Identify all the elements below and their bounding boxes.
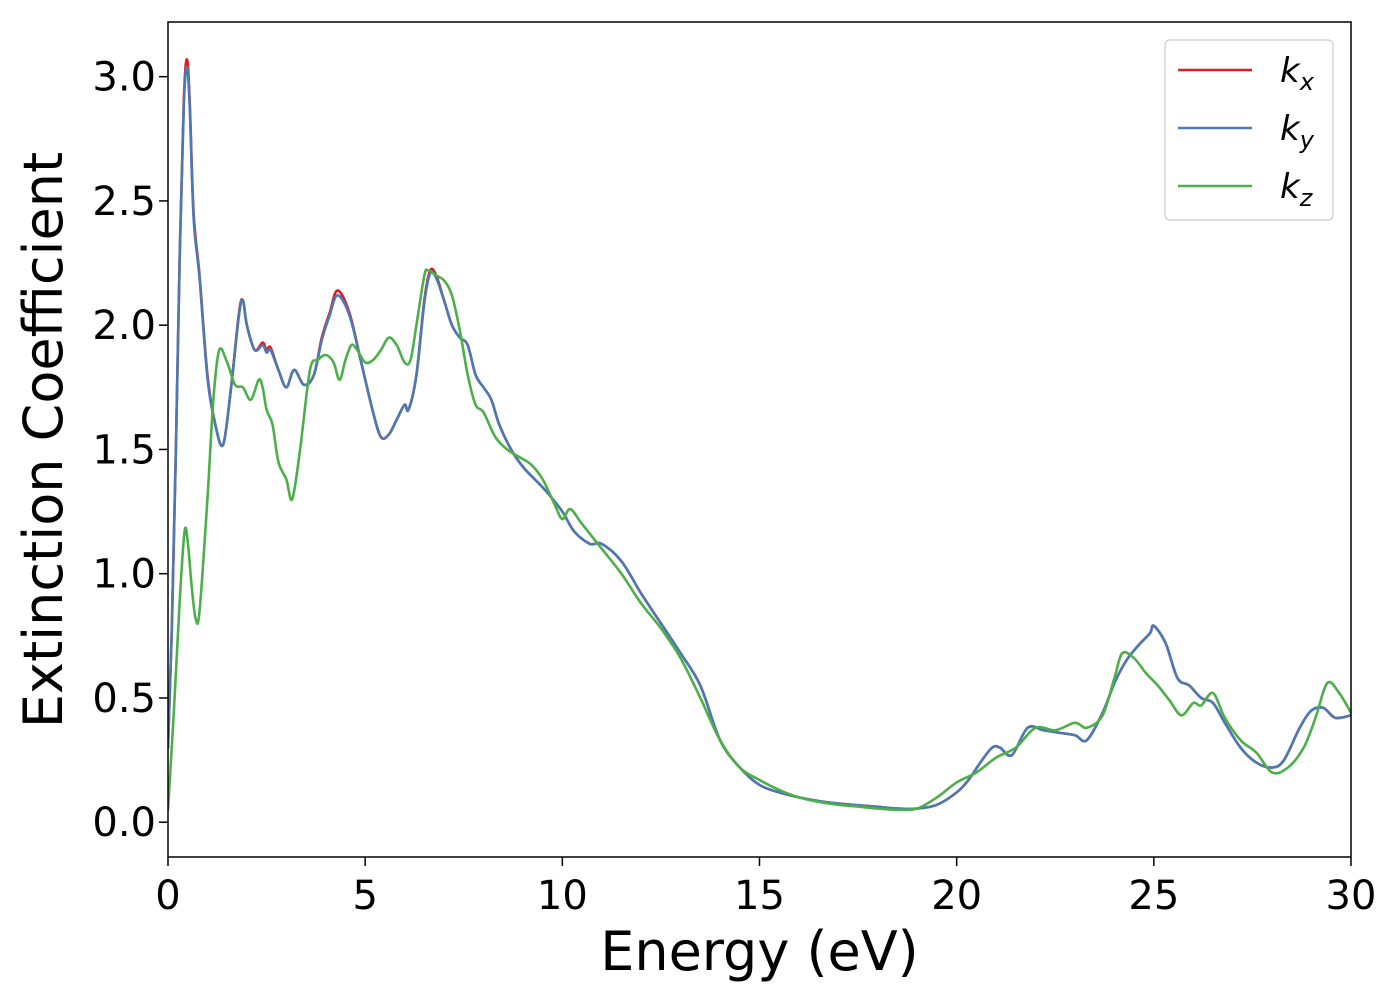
y-tick-label: 3.0: [92, 55, 156, 101]
legend-label-kz: kz: [1280, 167, 1314, 212]
legend-label-ky: ky: [1280, 109, 1315, 154]
x-tick-label: 5: [352, 873, 377, 919]
y-tick-label: 2.5: [92, 179, 156, 225]
x-tick-label: 30: [1326, 873, 1377, 919]
legend: kx ky kz: [1164, 39, 1334, 221]
x-axis-label: Energy (eV): [600, 920, 919, 983]
legend-label-kx: kx: [1280, 51, 1315, 96]
x-tick-label: 25: [1128, 873, 1179, 919]
y-tick-label: 1.5: [92, 427, 156, 473]
y-tick-label: 0.5: [92, 676, 156, 722]
y-tick-label: 0.0: [92, 800, 156, 846]
series-line-ky: [168, 65, 1351, 811]
x-tick-label: 10: [537, 873, 588, 919]
y-tick-label: 1.0: [92, 552, 156, 598]
y-tick-label: 2.0: [92, 303, 156, 349]
x-axis: 0 5 10 15 20 25 30: [155, 857, 1376, 919]
y-axis: 0.0 0.5 1.0 1.5 2.0 2.5 3.0: [92, 55, 168, 846]
x-tick-label: 15: [734, 873, 785, 919]
x-tick-label: 20: [931, 873, 982, 919]
series-line-kz: [168, 268, 1351, 812]
x-tick-label: 0: [155, 873, 180, 919]
plot-area: [168, 57, 1351, 812]
y-axis-label: Extinction Coefficient: [12, 152, 75, 728]
legend-box: [1164, 39, 1334, 221]
